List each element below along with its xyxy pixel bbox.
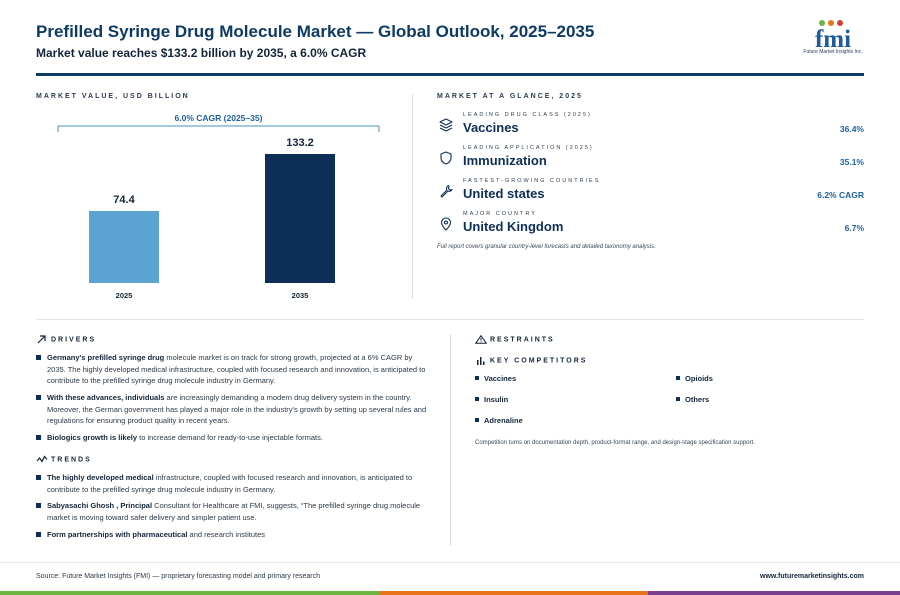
restraints-heading: RESTRAINTS <box>475 335 555 344</box>
vertical-divider-lower <box>450 334 451 546</box>
glance-caption: LEADING DRUG CLASS (2025) <box>463 112 592 118</box>
bar-chart-svg: 6.0% CAGR (2025–35) 74.4 2025 133.2 2035 <box>57 113 380 300</box>
glance-metric: 36.4% <box>839 124 864 134</box>
trend-item: Sabyasachi Ghosh , Principal Consultant … <box>36 500 428 523</box>
wrench-icon <box>440 184 453 198</box>
logo-wordmark: fmi <box>815 26 851 50</box>
drivers-label: DRIVERS <box>51 336 97 344</box>
bottom-bar-green <box>0 591 380 595</box>
logo-tagline: Future Market Insights Inc. <box>803 49 863 55</box>
driver-text: molecule market is on track for strong g… <box>47 353 426 385</box>
bar-chart-icon <box>477 357 485 365</box>
category-label: 2025 <box>116 291 133 300</box>
glance-caption: LEADING APPLICATION (2025) <box>463 145 594 151</box>
market-value-chart: 6.0% CAGR (2025–35) 74.4 2025 133.2 2035 <box>36 108 396 304</box>
glance-section-label: MARKET AT A GLANCE, 2025 <box>437 93 583 100</box>
glance-value: United states <box>463 186 545 201</box>
bottom-color-bar <box>0 591 900 595</box>
competitor-item: Others <box>676 395 709 404</box>
source-note: Source: Future Market Insights (FMI) — p… <box>36 573 320 580</box>
glance-row-fastest-growing: FASTEST-GROWING COUNTRIES United states … <box>437 178 864 210</box>
website-link[interactable]: www.futuremarketinsights.com <box>760 573 864 580</box>
warning-triangle-icon <box>475 335 487 344</box>
competitor-item: Opioids <box>676 374 713 383</box>
trends-heading: TRENDS <box>36 455 92 464</box>
glance-caption: MAJOR COUNTRY <box>463 211 537 217</box>
category-label: 2035 <box>292 291 309 300</box>
glance-row-major-country: MAJOR COUNTRY United Kingdom 6.7% <box>437 211 864 243</box>
trends-label: TRENDS <box>51 456 92 464</box>
competitors-note: Competition turns on documentation depth… <box>475 440 755 446</box>
cagr-annotation: 6.0% CAGR (2025–35) <box>175 113 263 123</box>
bottom-bar-purple <box>648 591 900 595</box>
header-rule <box>36 73 864 76</box>
trend-text: infrastructure, coupled with focused res… <box>47 473 413 494</box>
bar-2025 <box>89 210 159 283</box>
driver-item: With these advances, individuals are inc… <box>36 392 428 427</box>
fmi-logo-mark: fmi <box>815 20 851 50</box>
bottom-bar-orange <box>380 591 648 595</box>
location-pin-icon <box>440 217 452 231</box>
competitor-item: Vaccines <box>475 374 516 383</box>
driver-item: Germany's prefilled syringe drug molecul… <box>36 352 428 387</box>
driver-bold: With these advances, individuals <box>47 393 165 402</box>
competitors-label: KEY COMPETITORS <box>490 357 588 365</box>
competitor-item: Adrenaline <box>475 416 523 425</box>
glance-row-drug-class: LEADING DRUG CLASS (2025) Vaccines 36.4% <box>437 112 864 144</box>
glance-caption: FASTEST-GROWING COUNTRIES <box>463 178 601 184</box>
layers-icon <box>439 118 453 132</box>
trend-text: Consultant for Healthcare at FMI, sugges… <box>47 501 421 522</box>
glance-row-application: LEADING APPLICATION (2025) Immunization … <box>437 145 864 177</box>
glance-metric: 6.2% CAGR <box>817 190 864 200</box>
page-title: Prefilled Syringe Drug Molecule Market —… <box>36 22 595 41</box>
driver-item: Biologics growth is likely to increase d… <box>36 432 428 444</box>
driver-text: to increase demand for ready-to-use inje… <box>137 433 323 442</box>
chart-section-label: MARKET VALUE, USD BILLION <box>36 93 190 100</box>
trend-item: Form partnerships with pharmaceutical an… <box>36 529 428 541</box>
page-subtitle: Market value reaches $133.2 billion by 2… <box>36 46 367 60</box>
trend-text: and research institutes <box>187 530 265 539</box>
trend-item: The highly developed medical infrastruct… <box>36 472 428 495</box>
vertical-divider <box>412 94 413 299</box>
horizontal-divider <box>36 319 864 320</box>
drivers-heading: DRIVERS <box>36 335 96 344</box>
trend-bold: Form partnerships with pharmaceutical <box>47 530 188 539</box>
driver-bold: Biologics growth is likely <box>47 433 138 442</box>
glance-value: United Kingdom <box>463 219 564 234</box>
bar-value-label: 133.2 <box>286 137 314 149</box>
glance-note: Full report covers granular country-leve… <box>437 244 656 250</box>
bar-2035 <box>265 154 335 283</box>
glance-metric: 35.1% <box>839 157 864 167</box>
glance-value: Vaccines <box>463 120 519 135</box>
bar-value-label: 74.4 <box>113 194 135 206</box>
restraints-label: RESTRAINTS <box>490 336 555 344</box>
trend-bold: Sabyasachi Ghosh , Principal <box>47 501 153 510</box>
competitors-heading: KEY COMPETITORS <box>475 356 587 365</box>
trend-bold: The highly developed medical <box>47 473 154 482</box>
glance-metric: 6.7% <box>844 223 864 233</box>
shield-icon <box>440 151 452 165</box>
bars-group: 74.4 2025 133.2 2035 <box>89 137 335 300</box>
arrow-up-right-icon <box>37 335 46 344</box>
fmi-logo: fmi Future Market Insights Inc. <box>800 18 866 58</box>
footer-rule <box>0 562 900 563</box>
driver-bold: Germany's prefilled syringe drug <box>47 353 165 362</box>
competitor-item: Insulin <box>475 395 508 404</box>
glance-value: Immunization <box>463 153 547 168</box>
trend-line-icon <box>36 455 48 463</box>
driver-text: are increasingly demanding a modern drug… <box>47 393 427 425</box>
